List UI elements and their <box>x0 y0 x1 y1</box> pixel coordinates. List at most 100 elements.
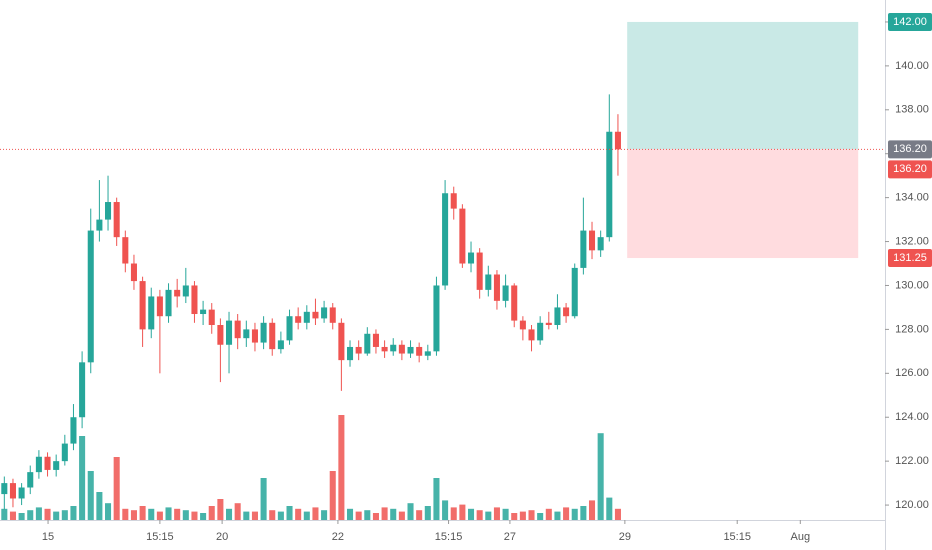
candle-body <box>53 461 60 470</box>
volume-bar <box>390 508 397 520</box>
volume-bar <box>217 499 224 520</box>
volume-bar <box>18 513 25 520</box>
x-tick-label: 22 <box>332 531 344 543</box>
price-badge-label: 142.00 <box>893 16 927 28</box>
candle-body <box>588 230 596 251</box>
volume-bar <box>580 506 587 520</box>
candle-body <box>148 296 155 330</box>
volume-bar <box>450 507 457 520</box>
y-tick-label: 126.00 <box>895 367 929 379</box>
candle-body <box>139 281 146 330</box>
volume-bar <box>9 511 16 520</box>
y-tick-label: 140.00 <box>895 60 929 72</box>
candle-body <box>79 362 86 418</box>
candle-body <box>381 346 388 352</box>
candle-body <box>251 329 258 343</box>
candle-body <box>312 311 319 319</box>
candle-body <box>614 131 621 150</box>
x-tick-label: 15:15 <box>435 531 463 543</box>
volume-bar <box>303 511 310 520</box>
volume-bar <box>148 508 155 520</box>
volume-bar <box>79 436 86 520</box>
volume-bar <box>381 507 388 520</box>
volume-bar <box>251 511 258 520</box>
volume-bar <box>459 504 466 520</box>
volume-bar <box>105 503 112 520</box>
volume-bar <box>234 503 241 520</box>
candle-body <box>597 237 604 251</box>
x-tick-label: 15:15 <box>146 531 174 543</box>
volume-bar <box>312 507 319 520</box>
volume-bar <box>226 508 233 520</box>
candle-body <box>511 285 518 321</box>
volume-bar <box>70 506 77 520</box>
volume-bar <box>502 508 509 520</box>
candle-body <box>286 316 293 341</box>
candle-body <box>416 346 423 356</box>
x-tick-label: 29 <box>619 531 631 543</box>
candle-body <box>156 296 163 317</box>
volume-bar <box>35 507 42 520</box>
volume-bar <box>243 511 250 520</box>
volume-bar <box>156 511 163 520</box>
volume-bar <box>96 492 103 520</box>
candle-body <box>243 329 250 339</box>
candle-body <box>1 483 8 495</box>
volume-bar <box>424 506 431 520</box>
x-tick-label: Aug <box>791 531 811 543</box>
x-tick-label: 15 <box>42 531 54 543</box>
volume-bar <box>364 510 371 520</box>
x-tick-label: 27 <box>504 531 516 543</box>
candle-body <box>303 311 310 323</box>
volume-bar <box>433 478 440 520</box>
x-tick-label: 15:15 <box>723 531 751 543</box>
candle-body <box>277 340 284 350</box>
volume-bar <box>174 508 181 520</box>
candle-body <box>563 307 570 317</box>
candle-body <box>571 267 578 317</box>
volume-bar <box>467 508 475 520</box>
volume-bar <box>519 511 526 520</box>
candle-body <box>295 316 302 323</box>
candle-body <box>165 289 172 317</box>
candle-body <box>35 456 42 473</box>
candle-body <box>537 322 544 341</box>
candle-body <box>390 344 397 352</box>
volume-bar <box>588 500 596 520</box>
candle-body <box>364 333 371 354</box>
candle-body <box>502 285 509 301</box>
volume-bar <box>182 510 189 520</box>
y-tick-label: 124.00 <box>895 411 929 423</box>
candle-body <box>372 333 379 347</box>
candle-body <box>61 443 68 462</box>
volume-bar <box>372 513 379 520</box>
candle-body <box>70 417 77 444</box>
candle-body <box>346 346 354 361</box>
candle-body <box>519 320 526 330</box>
volume-bar <box>416 510 423 520</box>
candle-body <box>476 252 483 290</box>
volume-bar <box>606 497 613 520</box>
candle-body <box>554 307 561 325</box>
candle-body <box>182 285 189 297</box>
candle-body <box>27 472 34 488</box>
volume-bar <box>614 508 621 520</box>
candle-body <box>398 344 405 354</box>
candle-body <box>269 322 276 350</box>
volume-bar <box>398 511 405 520</box>
candle-body <box>226 320 233 345</box>
volume-bar <box>139 506 146 520</box>
volume-bar <box>27 510 34 520</box>
candle-body <box>450 193 457 209</box>
volume-bar <box>286 506 293 520</box>
candle-body <box>329 307 336 323</box>
x-tick-label: 20 <box>216 531 228 543</box>
candle-body <box>442 193 449 286</box>
volume-bar <box>130 510 137 520</box>
candle-body <box>234 320 241 339</box>
volume-bar <box>1 508 8 520</box>
volume-bar <box>511 513 518 520</box>
candle-body <box>433 285 440 352</box>
